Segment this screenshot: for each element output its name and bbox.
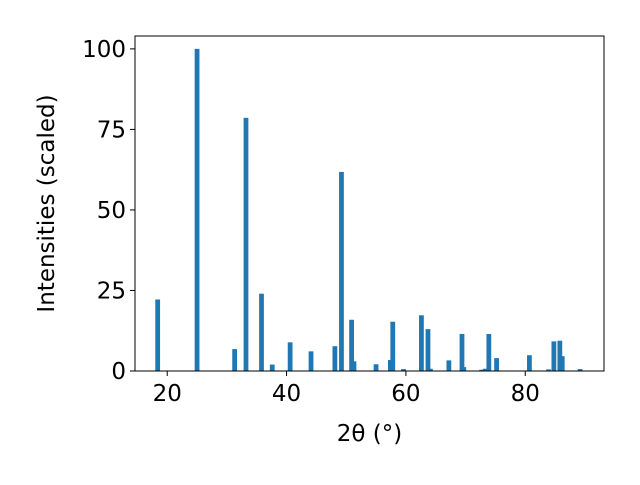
y-tick-label: 50 <box>97 198 126 224</box>
bar <box>269 364 275 371</box>
y-axis-label: Intensities (scaled) <box>34 94 60 312</box>
bar <box>486 333 492 371</box>
bar <box>332 346 338 371</box>
x-axis-ticks: 20 40 60 80 <box>153 371 540 407</box>
bar <box>232 349 238 371</box>
bar <box>446 360 452 371</box>
y-tick-label: 25 <box>97 278 126 304</box>
bar <box>155 299 161 371</box>
bar <box>194 48 200 371</box>
bar <box>259 293 264 371</box>
x-axis-label: 2θ (°) <box>337 421 402 447</box>
bar <box>308 351 314 371</box>
bar <box>527 355 532 371</box>
bar <box>459 333 465 371</box>
bar <box>425 329 431 372</box>
y-tick-label: 0 <box>111 359 126 385</box>
bar <box>482 368 488 371</box>
bar <box>349 319 354 371</box>
bar <box>479 369 485 371</box>
bar <box>243 117 249 371</box>
bar <box>287 342 293 371</box>
x-tick-label: 80 <box>511 381 540 407</box>
plot-frame <box>134 35 605 372</box>
y-tick-label: 75 <box>97 117 126 143</box>
x-tick-label: 20 <box>153 381 182 407</box>
x-tick-label: 40 <box>272 381 301 407</box>
bar <box>419 315 424 371</box>
y-tick-label: 100 <box>82 37 126 63</box>
bar <box>546 369 551 371</box>
y-axis-ticks: 0 25 50 75 100 <box>82 37 135 385</box>
bar <box>494 358 499 371</box>
bar <box>557 340 563 371</box>
bar <box>461 367 467 371</box>
bar <box>390 321 396 371</box>
bar <box>551 341 557 371</box>
x-tick-label: 60 <box>391 381 420 407</box>
bar <box>373 364 379 371</box>
bar <box>351 361 357 371</box>
bars-group <box>155 48 583 372</box>
bar <box>427 368 433 371</box>
bar <box>339 171 344 371</box>
bar <box>401 369 406 371</box>
bar <box>559 356 565 371</box>
bar <box>577 369 583 371</box>
